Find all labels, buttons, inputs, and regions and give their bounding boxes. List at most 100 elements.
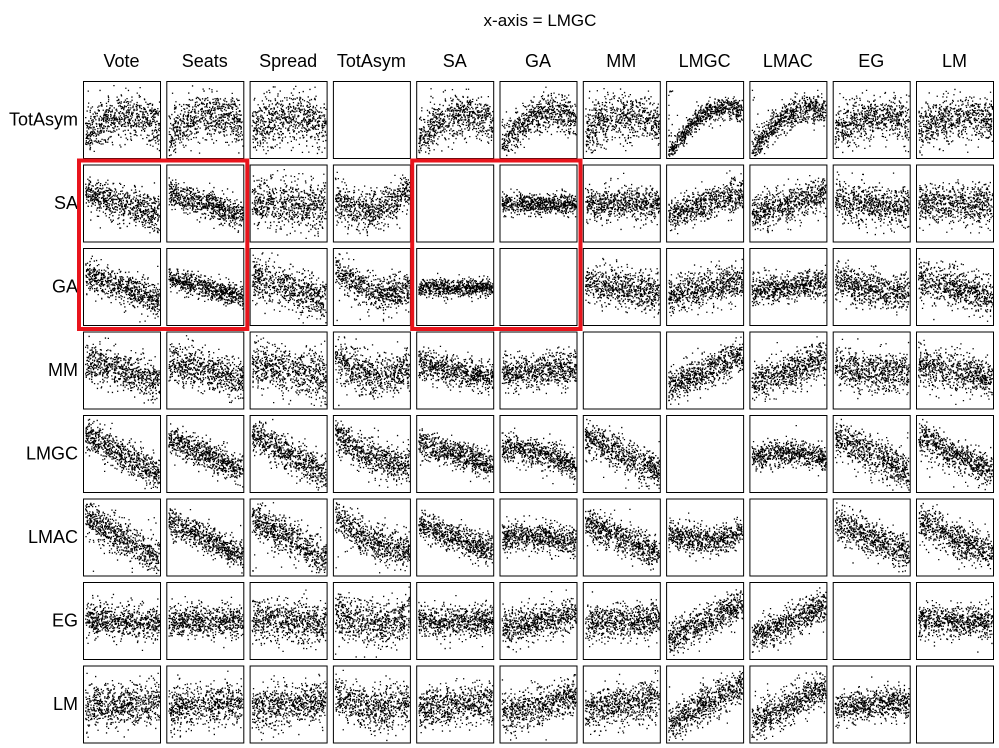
panel-frame — [499, 582, 578, 660]
scatter-points — [85, 502, 161, 574]
panel-lmac-vs-eg — [832, 498, 911, 577]
row-label-lm: LM — [53, 694, 78, 714]
panel-lm-vs-lmac — [749, 665, 828, 744]
panel-frame — [332, 498, 411, 577]
scatter-points — [418, 509, 494, 567]
panel-sa-vs-vote — [83, 164, 161, 243]
scatter-points — [335, 669, 411, 742]
panel-eg-vs-vote — [83, 582, 161, 660]
panel-totasym-vs-lm — [916, 81, 994, 159]
scatter-points — [501, 346, 577, 396]
scatter-points — [751, 425, 827, 477]
panel-frame — [83, 164, 161, 243]
panel-frame — [332, 331, 411, 410]
scatter-points — [918, 88, 994, 156]
panel-frame — [666, 164, 745, 243]
panel-mm-vs-ga — [499, 331, 578, 410]
panel-frame — [166, 665, 245, 744]
panel-lm-vs-seats — [166, 665, 245, 744]
panel-lmac-vs-spread — [249, 498, 328, 577]
panel-lm-vs-mm — [582, 665, 661, 744]
scatter-points — [251, 335, 327, 407]
panel-sa-vs-seats — [166, 164, 245, 243]
scatter-points — [251, 589, 327, 652]
column-label-mm: MM — [606, 51, 636, 71]
panel-frame — [83, 665, 161, 744]
panel-frame — [666, 248, 745, 326]
scatter-points — [168, 596, 244, 649]
panel-lm-vs-spread — [249, 665, 328, 744]
scatter-points — [585, 591, 661, 648]
panel-frame — [249, 164, 328, 243]
column-label-lm: LM — [942, 51, 967, 71]
panel-frame — [166, 498, 245, 577]
panel-frame — [416, 164, 495, 243]
scatter-points — [585, 88, 661, 154]
panel-frame — [832, 415, 911, 493]
panel-frame — [582, 248, 661, 326]
panel-frame — [332, 582, 411, 660]
panel-frame — [416, 498, 495, 577]
panel-eg-vs-ga — [499, 582, 578, 660]
panel-sa-vs-lmgc — [666, 164, 745, 243]
column-label-eg: EG — [858, 51, 884, 71]
panel-frame — [916, 248, 994, 326]
scatter-points — [834, 89, 910, 154]
panel-frame — [666, 415, 745, 493]
panel-frame — [582, 415, 661, 493]
scatter-points — [168, 268, 244, 310]
panel-ga-vs-totasym — [332, 248, 411, 326]
scatter-points — [334, 336, 411, 407]
panel-frame — [749, 665, 828, 744]
scatter-points — [418, 88, 494, 155]
panel-frame — [749, 164, 828, 243]
panel-totasym-vs-seats — [166, 81, 245, 159]
column-label-totasym: TotAsym — [337, 51, 406, 71]
panel-frame — [666, 331, 745, 410]
scatter-points — [418, 678, 494, 734]
panel-totasym-vs-ga — [499, 81, 578, 159]
scatter-points — [751, 336, 827, 402]
panel-lm-vs-ga — [499, 665, 578, 744]
panel-frame — [499, 248, 578, 326]
scatter-points — [168, 423, 244, 488]
panel-frame — [249, 582, 328, 660]
scatter-points — [918, 339, 994, 405]
panel-frame — [582, 164, 661, 243]
panel-lmac-vs-ga — [499, 498, 578, 577]
panel-frame — [832, 331, 911, 410]
scatter-points — [751, 587, 827, 653]
scatter-points — [585, 172, 661, 231]
highlight-box-1 — [77, 158, 250, 331]
panel-totasym-vs-vote — [83, 81, 161, 159]
panel-frame — [166, 582, 245, 660]
panel-eg-vs-mm — [582, 582, 661, 660]
panel-frame — [666, 665, 745, 744]
panel-mm-vs-lm — [916, 331, 994, 410]
scatter-points — [85, 672, 161, 738]
scatter-panels — [83, 81, 994, 744]
column-label-lmac: LMAC — [763, 51, 813, 71]
panel-lmgc-vs-spread — [249, 415, 328, 493]
chart-title: x-axis = LMGC — [484, 11, 597, 30]
panel-lm-vs-lm — [916, 665, 994, 744]
scatter-points — [418, 345, 494, 396]
panel-frame — [83, 248, 161, 326]
panel-sa-vs-ga — [499, 164, 578, 243]
panel-frame — [416, 331, 495, 410]
panel-frame — [166, 415, 245, 493]
scatter-points — [168, 670, 244, 738]
panel-frame — [582, 331, 661, 410]
scatter-points — [168, 177, 244, 233]
panel-totasym-vs-spread — [249, 81, 328, 159]
panel-frame — [499, 498, 578, 577]
scatter-points — [918, 418, 993, 491]
scatter-points — [168, 85, 244, 157]
scatter-points — [334, 171, 411, 237]
scatter-points — [251, 85, 327, 155]
scatter-points — [168, 508, 244, 574]
panel-frame — [166, 331, 245, 410]
scatter-points — [251, 502, 327, 574]
panel-eg-vs-lmac — [749, 582, 828, 660]
